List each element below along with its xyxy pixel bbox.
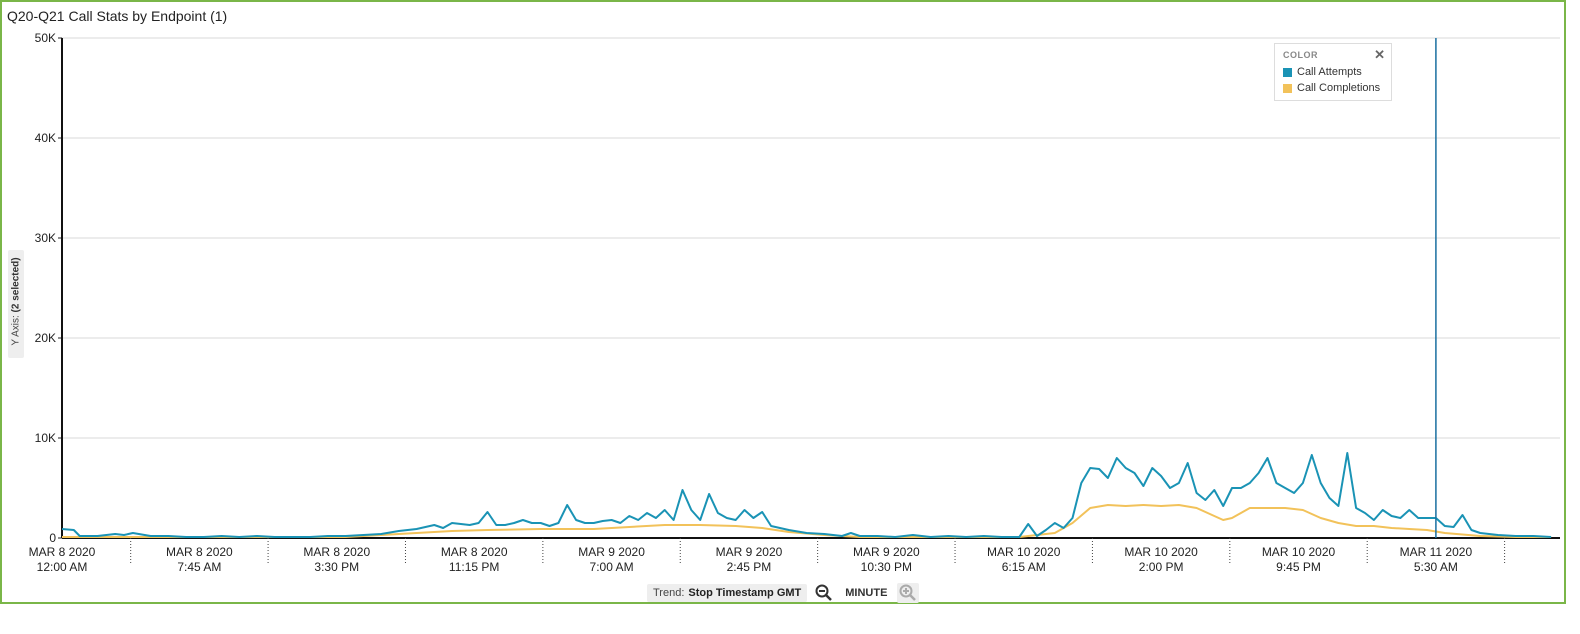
zoom-in-icon[interactable]: [897, 583, 920, 603]
series-line-call-attempts: [61, 452, 1552, 538]
legend-item-call-attempts[interactable]: Call Attempts: [1283, 66, 1362, 78]
x-tick-label-date: MAR 10 2020: [987, 545, 1061, 559]
x-tick-label-date: MAR 10 2020: [1262, 545, 1336, 559]
x-tick-label-time: 12:00 AM: [37, 560, 88, 574]
x-tick-label-date: MAR 8 2020: [441, 545, 508, 559]
x-tick-label-date: MAR 8 2020: [303, 545, 370, 559]
y-tick-label: 10K: [35, 431, 56, 445]
x-tick-label-time: 7:00 AM: [590, 560, 634, 574]
chart-title: Q20-Q21 Call Stats by Endpoint (1): [7, 8, 228, 24]
trend-bar: Trend: Stop Timestamp GMT MINUTE: [647, 583, 925, 603]
x-tick-label-date: MAR 11 2020: [1400, 545, 1473, 559]
legend-swatch-call-attempts: [1283, 67, 1292, 77]
granularity-label: MINUTE: [845, 587, 888, 599]
x-tick-label-date: MAR 8 2020: [166, 545, 233, 559]
trend-field-pill[interactable]: Trend: Stop Timestamp GMT: [647, 584, 808, 602]
legend-label-call-completions: Call Completions: [1297, 82, 1381, 94]
zoom-out-icon[interactable]: [813, 583, 835, 603]
legend-label-call-attempts: Call Attempts: [1297, 66, 1362, 78]
x-tick-label-time: 2:45 PM: [727, 560, 772, 574]
x-tick-label-date: MAR 9 2020: [853, 545, 920, 559]
y-axis-selector[interactable]: Y Axis: (2 selected): [8, 250, 24, 358]
trend-label: Trend:: [653, 587, 685, 599]
x-tick-label-time: 6:15 AM: [1002, 560, 1046, 574]
trend-field: Stop Timestamp GMT: [688, 587, 802, 599]
legend-item-call-completions[interactable]: Call Completions: [1283, 82, 1380, 94]
x-tick-label-time: 5:30 AM: [1414, 560, 1458, 574]
y-tick-label: 0: [49, 531, 56, 545]
x-tick-label-time: 7:45 AM: [177, 560, 221, 574]
x-tick-label-time: 9:45 PM: [1276, 560, 1321, 574]
x-tick-label-date: MAR 9 2020: [716, 545, 783, 559]
y-tick-label: 50K: [35, 31, 56, 45]
legend-swatch-call-completions: [1283, 83, 1292, 93]
x-tick-label-time: 10:30 PM: [861, 560, 912, 574]
y-tick-label: 40K: [35, 131, 56, 145]
x-tick-label-date: MAR 10 2020: [1124, 545, 1198, 559]
legend-heading: COLOR: [1283, 50, 1318, 60]
color-legend: COLOR ✕ Call Attempts Call Completions: [1274, 43, 1392, 101]
x-tick-label-time: 3:30 PM: [314, 560, 359, 574]
y-tick-label: 20K: [35, 331, 56, 345]
y-tick-label: 30K: [35, 231, 56, 245]
chart-panel: Q20-Q21 Call Stats by Endpoint (1) Y Axi…: [0, 0, 1566, 604]
x-tick-label-time: 2:00 PM: [1139, 560, 1184, 574]
x-tick-label-time: 11:15 PM: [449, 560, 499, 574]
x-tick-label-date: MAR 8 2020: [29, 545, 96, 559]
x-tick-label-date: MAR 9 2020: [578, 545, 645, 559]
series-line-call-completions: [62, 504, 1552, 538]
close-icon[interactable]: ✕: [1374, 47, 1385, 62]
